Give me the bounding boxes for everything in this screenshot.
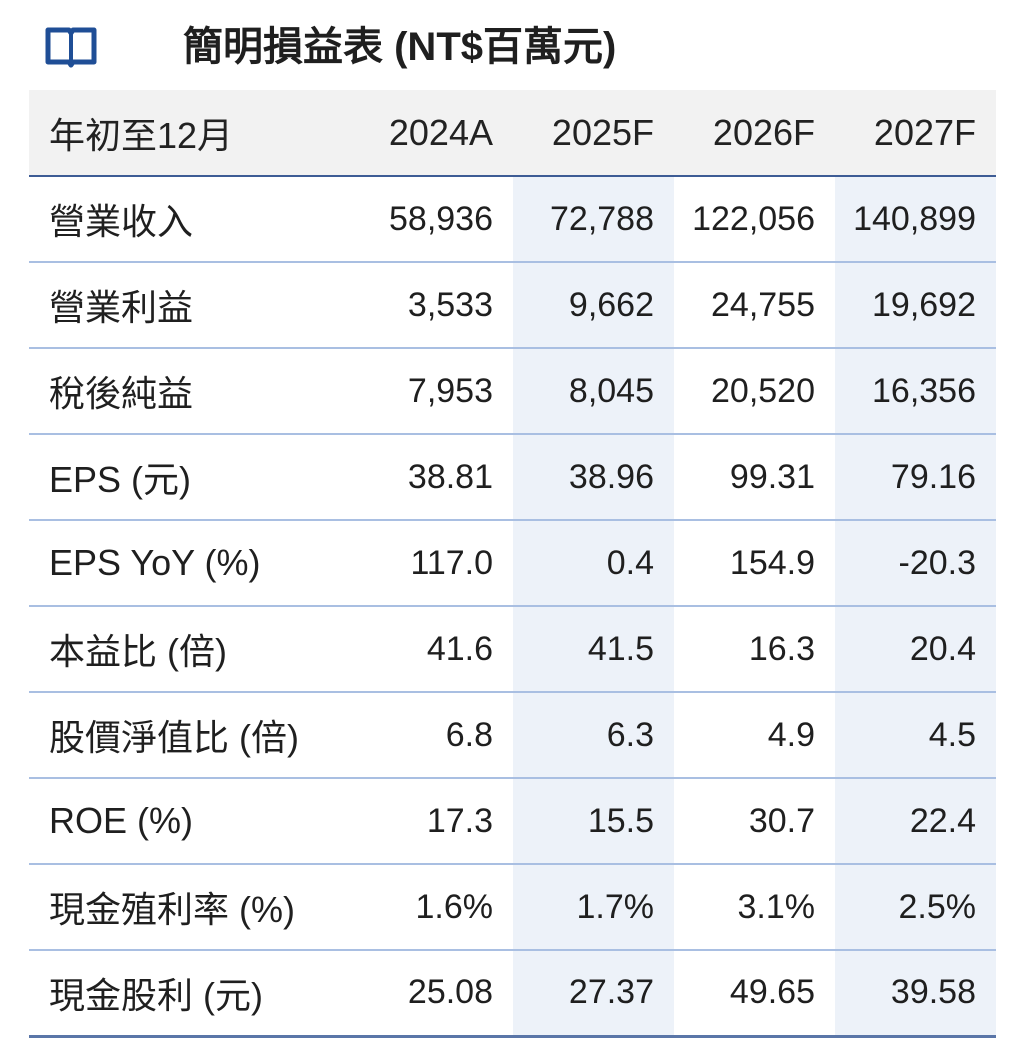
table-cell: 3,533 — [349, 262, 513, 349]
title-bar: 簡明損益表 (NT$百萬元) — [0, 0, 1024, 88]
table-cell: 0.4 — [513, 520, 674, 607]
table-cell: 17.3 — [349, 778, 513, 865]
table-cell: 79.16 — [835, 434, 996, 521]
row-label: 股價淨值比 (倍) — [29, 692, 349, 779]
table-cell: 24,755 — [674, 262, 835, 349]
table-row: ROE (%) 17.3 15.5 30.7 22.4 — [29, 778, 996, 865]
header-year: 2024A — [349, 90, 513, 177]
row-label: 本益比 (倍) — [29, 606, 349, 693]
table-cell: 38.81 — [349, 434, 513, 521]
table-cell: 16,356 — [835, 348, 996, 435]
table-cell: 6.3 — [513, 692, 674, 779]
table-cell: 41.5 — [513, 606, 674, 693]
row-label: ROE (%) — [29, 778, 349, 865]
table-cell: 9,662 — [513, 262, 674, 349]
table-cell: 2.5% — [835, 864, 996, 951]
table-cell: 39.58 — [835, 950, 996, 1038]
row-label: 現金股利 (元) — [29, 950, 349, 1038]
table-cell: 22.4 — [835, 778, 996, 865]
table-cell: 30.7 — [674, 778, 835, 865]
table-row: 稅後純益 7,953 8,045 20,520 16,356 — [29, 348, 996, 435]
table-row: 營業收入 58,936 72,788 122,056 140,899 — [29, 176, 996, 263]
table-cell: 19,692 — [835, 262, 996, 349]
header-year: 2026F — [674, 90, 835, 177]
table-cell: -20.3 — [835, 520, 996, 607]
table-cell: 140,899 — [835, 176, 996, 263]
table-cell: 7,953 — [349, 348, 513, 435]
row-label: 稅後純益 — [29, 348, 349, 435]
table-cell: 3.1% — [674, 864, 835, 951]
table-cell: 117.0 — [349, 520, 513, 607]
table-cell: 27.37 — [513, 950, 674, 1038]
table-row: 股價淨值比 (倍) 6.8 6.3 4.9 4.5 — [29, 692, 996, 779]
table-cell: 6.8 — [349, 692, 513, 779]
table-cell: 122,056 — [674, 176, 835, 263]
header-period-label: 年初至12月 — [29, 90, 349, 177]
header-year: 2027F — [835, 90, 996, 177]
table-cell: 20.4 — [835, 606, 996, 693]
row-label: EPS YoY (%) — [29, 520, 349, 607]
table-cell: 72,788 — [513, 176, 674, 263]
income-statement-table: 年初至12月 2024A 2025F 2026F 2027F 營業收入 58,93… — [29, 90, 996, 1038]
table-cell: 38.96 — [513, 434, 674, 521]
table-cell: 58,936 — [349, 176, 513, 263]
table-cell: 49.65 — [674, 950, 835, 1038]
table-cell: 15.5 — [513, 778, 674, 865]
table-cell: 154.9 — [674, 520, 835, 607]
row-label: 營業利益 — [29, 262, 349, 349]
book-icon — [45, 27, 97, 68]
table-cell: 1.7% — [513, 864, 674, 951]
table-row: EPS (元) 38.81 38.96 99.31 79.16 — [29, 434, 996, 521]
row-label: 現金殖利率 (%) — [29, 864, 349, 951]
table-row: 營業利益 3,533 9,662 24,755 19,692 — [29, 262, 996, 349]
table-row: 現金股利 (元) 25.08 27.37 49.65 39.58 — [29, 950, 996, 1038]
table-cell: 4.5 — [835, 692, 996, 779]
row-label: 營業收入 — [29, 176, 349, 263]
table-row: 現金殖利率 (%) 1.6% 1.7% 3.1% 2.5% — [29, 864, 996, 951]
header-year: 2025F — [513, 90, 674, 177]
table-cell: 1.6% — [349, 864, 513, 951]
table-cell: 4.9 — [674, 692, 835, 779]
table-cell: 8,045 — [513, 348, 674, 435]
table-header-row: 年初至12月 2024A 2025F 2026F 2027F — [29, 90, 996, 177]
table-cell: 41.6 — [349, 606, 513, 693]
table-cell: 20,520 — [674, 348, 835, 435]
page-title: 簡明損益表 (NT$百萬元) — [183, 25, 617, 69]
table-cell: 99.31 — [674, 434, 835, 521]
table-row: 本益比 (倍) 41.6 41.5 16.3 20.4 — [29, 606, 996, 693]
table-row: EPS YoY (%) 117.0 0.4 154.9 -20.3 — [29, 520, 996, 607]
table-body: 營業收入 58,936 72,788 122,056 140,899 營業利益 3,533 9… — [29, 176, 996, 1038]
table-cell: 25.08 — [349, 950, 513, 1038]
row-label: EPS (元) — [29, 434, 349, 521]
table-cell: 16.3 — [674, 606, 835, 693]
